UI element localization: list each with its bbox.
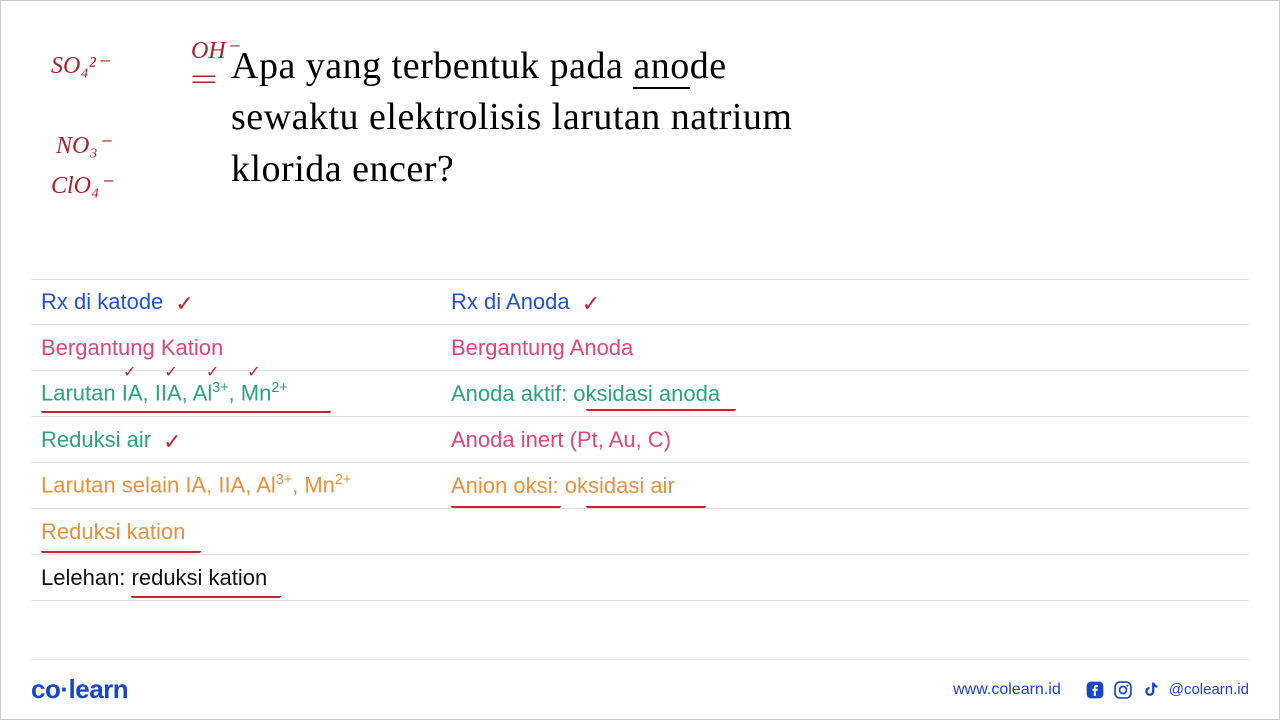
question-text: Apa yang terbentuk pada anode sewaktu el… xyxy=(231,41,991,195)
cell-reduksi-air: Reduksi air ✓ xyxy=(31,421,441,459)
cell-katode-header: Rx di katode ✓ xyxy=(31,283,441,321)
tick-mark: ✓ xyxy=(582,291,600,317)
tiktok-icon[interactable] xyxy=(1141,680,1161,700)
red-underline xyxy=(131,594,281,598)
red-underline xyxy=(586,504,706,508)
q-line1-after: de xyxy=(690,45,727,87)
red-underline xyxy=(451,504,561,508)
footer-url[interactable]: www.colearn.id xyxy=(953,681,1061,699)
instagram-icon[interactable] xyxy=(1113,680,1133,700)
cell-bergantung-kation: Bergantung Kation xyxy=(31,329,441,367)
cell-anion-oksi: Anion oksi: oksidasi air xyxy=(441,467,1249,505)
question-block: Apa yang terbentuk pada anode sewaktu el… xyxy=(231,41,991,195)
cell-lelehan: Lelehan: reduksi kation xyxy=(31,559,1249,597)
table-row: ✓✓✓✓ Larutan IA, IIA, Al3+, Mn2+ Anoda a… xyxy=(31,371,1249,417)
table-row: Larutan selain IA, IIA, Al3+, Mn2+ Anion… xyxy=(31,463,1249,509)
q-line3: klorida encer? xyxy=(231,148,454,190)
ticks-above: ✓✓✓✓ xyxy=(123,362,289,382)
footer: co·learn www.colearn.id @colearn.id xyxy=(31,659,1249,705)
cell-larutan-selain: Larutan selain IA, IIA, Al3+, Mn2+ xyxy=(31,466,441,504)
table-row: Reduksi air ✓ Anoda inert (Pt, Au, C) xyxy=(31,417,1249,463)
cell-empty xyxy=(441,526,1249,538)
facebook-icon[interactable] xyxy=(1085,680,1105,700)
cell-text: Anion oksi: oksidasi air xyxy=(451,473,675,498)
table-row: Lelehan: reduksi kation xyxy=(31,555,1249,601)
cell-text: Reduksi kation xyxy=(41,519,185,544)
notes-table: Rx di katode ✓ Rx di Anoda ✓ Bergantung … xyxy=(31,279,1249,601)
cell-text: Reduksi air xyxy=(41,427,151,452)
red-underline xyxy=(41,409,331,413)
cell-text: Rx di Anoda xyxy=(451,289,570,314)
tick-mark: ✓ xyxy=(175,291,193,317)
annotation-clo4: ClO₄⁻ xyxy=(51,171,112,200)
q-line1-before: Apa yang terbentuk pada xyxy=(231,45,633,87)
footer-right: www.colearn.id @colearn.id xyxy=(953,680,1249,700)
table-row: Rx di katode ✓ Rx di Anoda ✓ xyxy=(31,279,1249,325)
logo-left: co xyxy=(31,674,60,704)
cell-larutan-ia: ✓✓✓✓ Larutan IA, IIA, Al3+, Mn2+ xyxy=(31,374,441,412)
table-row: Reduksi kation xyxy=(31,509,1249,555)
cell-reduksi-kation: Reduksi kation xyxy=(31,513,441,551)
q-line1-underlined: ano xyxy=(633,45,689,89)
cell-anoda-inert: Anoda inert (Pt, Au, C) xyxy=(441,421,1249,459)
cell-anoda-aktif: Anoda aktif: oksidasi anoda xyxy=(441,375,1249,413)
cell-text: Anoda aktif: oksidasi anoda xyxy=(451,381,720,406)
annotation-oh-underline: == xyxy=(191,63,209,97)
annotation-so4: SO₄²⁻ xyxy=(51,51,109,80)
cell-bergantung-anoda: Bergantung Anoda xyxy=(441,329,1249,367)
cell-text: Rx di katode xyxy=(41,289,163,314)
q-line2: sewaktu elektrolisis larutan natrium xyxy=(231,96,792,138)
red-underline xyxy=(586,407,736,411)
social-icons: @colearn.id xyxy=(1085,680,1249,700)
red-underline xyxy=(41,549,201,553)
cell-anode-header: Rx di Anoda ✓ xyxy=(441,283,1249,321)
brand-logo: co·learn xyxy=(31,674,128,705)
handwritten-annotations: SO₄²⁻ OH⁻ == NO₃⁻ ClO₄⁻ xyxy=(51,51,211,231)
annotation-no3: NO₃⁻ xyxy=(56,131,110,160)
social-handle[interactable]: @colearn.id xyxy=(1169,681,1249,698)
tick-mark: ✓ xyxy=(163,429,181,455)
cell-text: Lelehan: reduksi kation xyxy=(41,565,267,590)
logo-right: learn xyxy=(69,674,129,704)
